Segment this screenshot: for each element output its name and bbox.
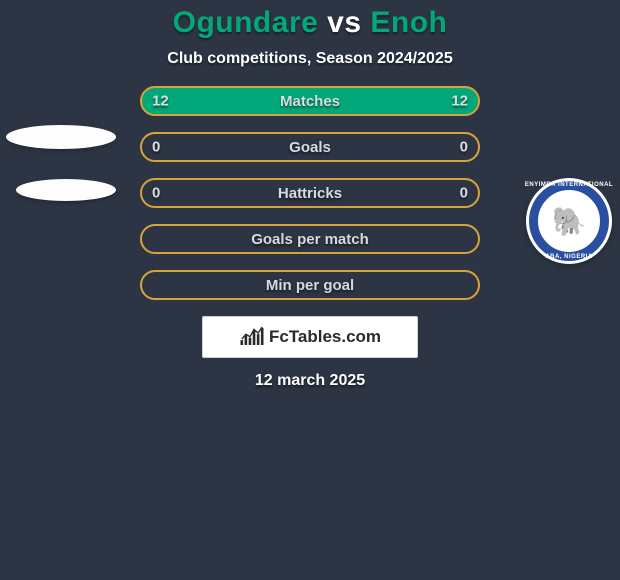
page-title: Ogundare vs Enoh (0, 6, 620, 40)
stat-row-label: Hattricks (278, 185, 342, 202)
stat-row-value-right: 0 (460, 139, 468, 156)
footer-date: 12 march 2025 (0, 372, 620, 390)
stat-row: Matches 12 12 (140, 86, 480, 116)
stat-row-value-left: 12 (152, 93, 169, 110)
content-wrap: Ogundare vs Enoh Club competitions, Seas… (0, 0, 620, 390)
title-right: Enoh (370, 6, 447, 39)
bars-icon (239, 325, 265, 350)
stat-row-label: Min per goal (266, 277, 354, 294)
stat-row: Goals 0 0 (140, 132, 480, 162)
stat-row-value-left: 0 (152, 185, 160, 202)
title-vs: vs (327, 6, 361, 39)
stat-row-label: Goals per match (251, 231, 369, 248)
title-left: Ogundare (173, 6, 319, 39)
brand-text: FcTables.com (269, 327, 381, 347)
stat-rows: Matches 12 12 Goals 0 0 Hattricks 0 0 Goals per m… (140, 86, 480, 300)
stat-row: Goals per match (140, 224, 480, 254)
stat-row: Min per goal (140, 270, 480, 300)
stat-row-value-left: 0 (152, 139, 160, 156)
stat-row-label: Goals (289, 139, 331, 156)
stat-row: Hattricks 0 0 (140, 178, 480, 208)
stat-row-value-right: 0 (460, 185, 468, 202)
stat-row-value-right: 12 (451, 93, 468, 110)
subtitle: Club competitions, Season 2024/2025 (0, 50, 620, 68)
stat-row-label: Matches (280, 93, 340, 110)
brand-box[interactable]: FcTables.com (202, 316, 418, 358)
